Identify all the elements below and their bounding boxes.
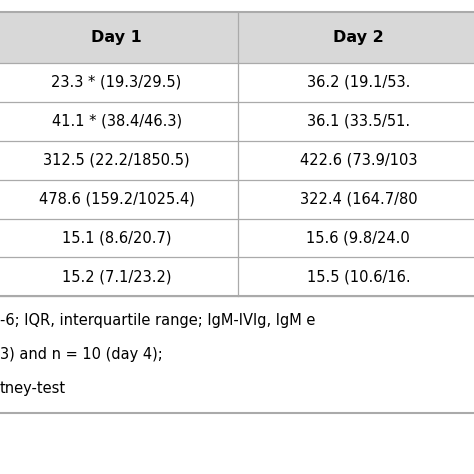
Text: 312.5 (22.2/1850.5): 312.5 (22.2/1850.5) <box>43 153 190 168</box>
FancyBboxPatch shape <box>0 180 474 219</box>
Text: 36.1 (33.5/51.: 36.1 (33.5/51. <box>307 114 410 129</box>
FancyBboxPatch shape <box>0 219 474 257</box>
FancyBboxPatch shape <box>0 141 474 180</box>
FancyBboxPatch shape <box>0 102 474 141</box>
Text: 15.1 (8.6/20.7): 15.1 (8.6/20.7) <box>62 230 172 246</box>
Text: 15.6 (9.8/24.0: 15.6 (9.8/24.0 <box>307 230 410 246</box>
FancyBboxPatch shape <box>0 257 474 296</box>
Text: 15.5 (10.6/16.: 15.5 (10.6/16. <box>307 269 410 284</box>
Text: Day 1: Day 1 <box>91 30 142 45</box>
Text: 322.4 (164.7/80: 322.4 (164.7/80 <box>300 191 417 207</box>
Text: 41.1 * (38.4/46.3): 41.1 * (38.4/46.3) <box>52 114 182 129</box>
Text: -6; IQR, interquartile range; IgM-IVIg, IgM e: -6; IQR, interquartile range; IgM-IVIg, … <box>0 313 315 328</box>
Text: 23.3 * (19.3/29.5): 23.3 * (19.3/29.5) <box>52 75 182 90</box>
Text: 422.6 (73.9/103: 422.6 (73.9/103 <box>300 153 417 168</box>
FancyBboxPatch shape <box>0 12 474 63</box>
Text: 15.2 (7.1/23.2): 15.2 (7.1/23.2) <box>62 269 172 284</box>
Text: 478.6 (159.2/1025.4): 478.6 (159.2/1025.4) <box>39 191 194 207</box>
Text: 36.2 (19.1/53.: 36.2 (19.1/53. <box>307 75 410 90</box>
Text: Day 2: Day 2 <box>333 30 384 45</box>
Text: tney-test: tney-test <box>0 381 66 396</box>
FancyBboxPatch shape <box>0 63 474 102</box>
Text: 3) and n = 10 (day 4);: 3) and n = 10 (day 4); <box>0 347 163 362</box>
